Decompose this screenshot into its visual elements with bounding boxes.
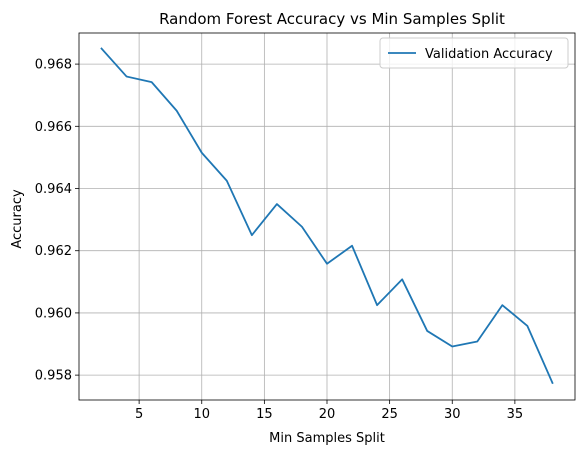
y-tick-label: 0.968 (35, 58, 72, 73)
x-tick-label: 30 (444, 407, 461, 422)
legend: Validation Accuracy (379, 37, 569, 69)
x-tick-label: 10 (193, 407, 210, 422)
x-tick-label: 5 (135, 407, 143, 422)
legend-box (379, 37, 569, 69)
y-tick-label: 0.960 (35, 306, 72, 321)
y-tick-label: 0.958 (35, 369, 72, 384)
x-tick-label: 35 (507, 407, 524, 422)
chart-title: Random Forest Accuracy vs Min Samples Sp… (159, 10, 505, 28)
y-axis-label: Accuracy (10, 189, 25, 249)
series-layer (100, 47, 554, 385)
y-ticks: 0.958 0.960 0.962 0.964 0.966 0.968 (35, 58, 79, 384)
y-tick-label: 0.962 (35, 244, 72, 259)
grid (79, 33, 575, 400)
legend-entry: Validation Accuracy (425, 47, 553, 62)
y-tick-label: 0.966 (35, 120, 72, 135)
x-tick-label: 15 (256, 407, 273, 422)
x-ticks: 5 10 15 20 25 30 35 (135, 400, 523, 422)
x-axis-label: Min Samples Split (269, 431, 385, 446)
y-tick-label: 0.964 (35, 182, 72, 197)
series-line-validation-accuracy (100, 47, 554, 385)
x-tick-label: 20 (319, 407, 336, 422)
x-tick-label: 25 (381, 407, 398, 422)
